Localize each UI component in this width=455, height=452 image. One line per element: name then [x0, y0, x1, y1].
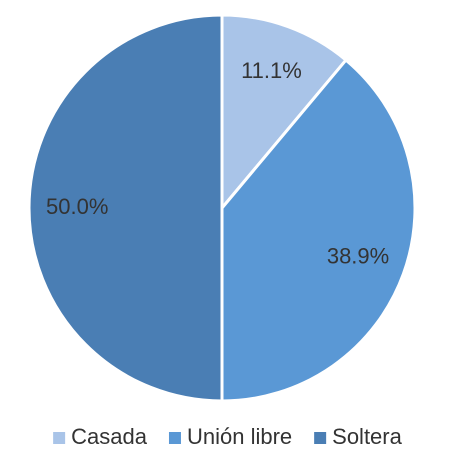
legend-swatch: [53, 432, 66, 444]
data-label: 50.0%: [46, 194, 108, 219]
legend-label: Unión libre: [187, 424, 292, 449]
legend-label: Casada: [71, 424, 148, 449]
pie-slice: [220, 57, 417, 403]
legend-swatch: [168, 432, 181, 444]
legend-label: Soltera: [332, 424, 402, 449]
pie-slice: [27, 13, 224, 403]
data-label: 38.9%: [327, 243, 389, 268]
data-label: 11.1%: [241, 58, 302, 83]
legend-swatch: [314, 432, 327, 444]
pie-slice: [220, 13, 349, 213]
